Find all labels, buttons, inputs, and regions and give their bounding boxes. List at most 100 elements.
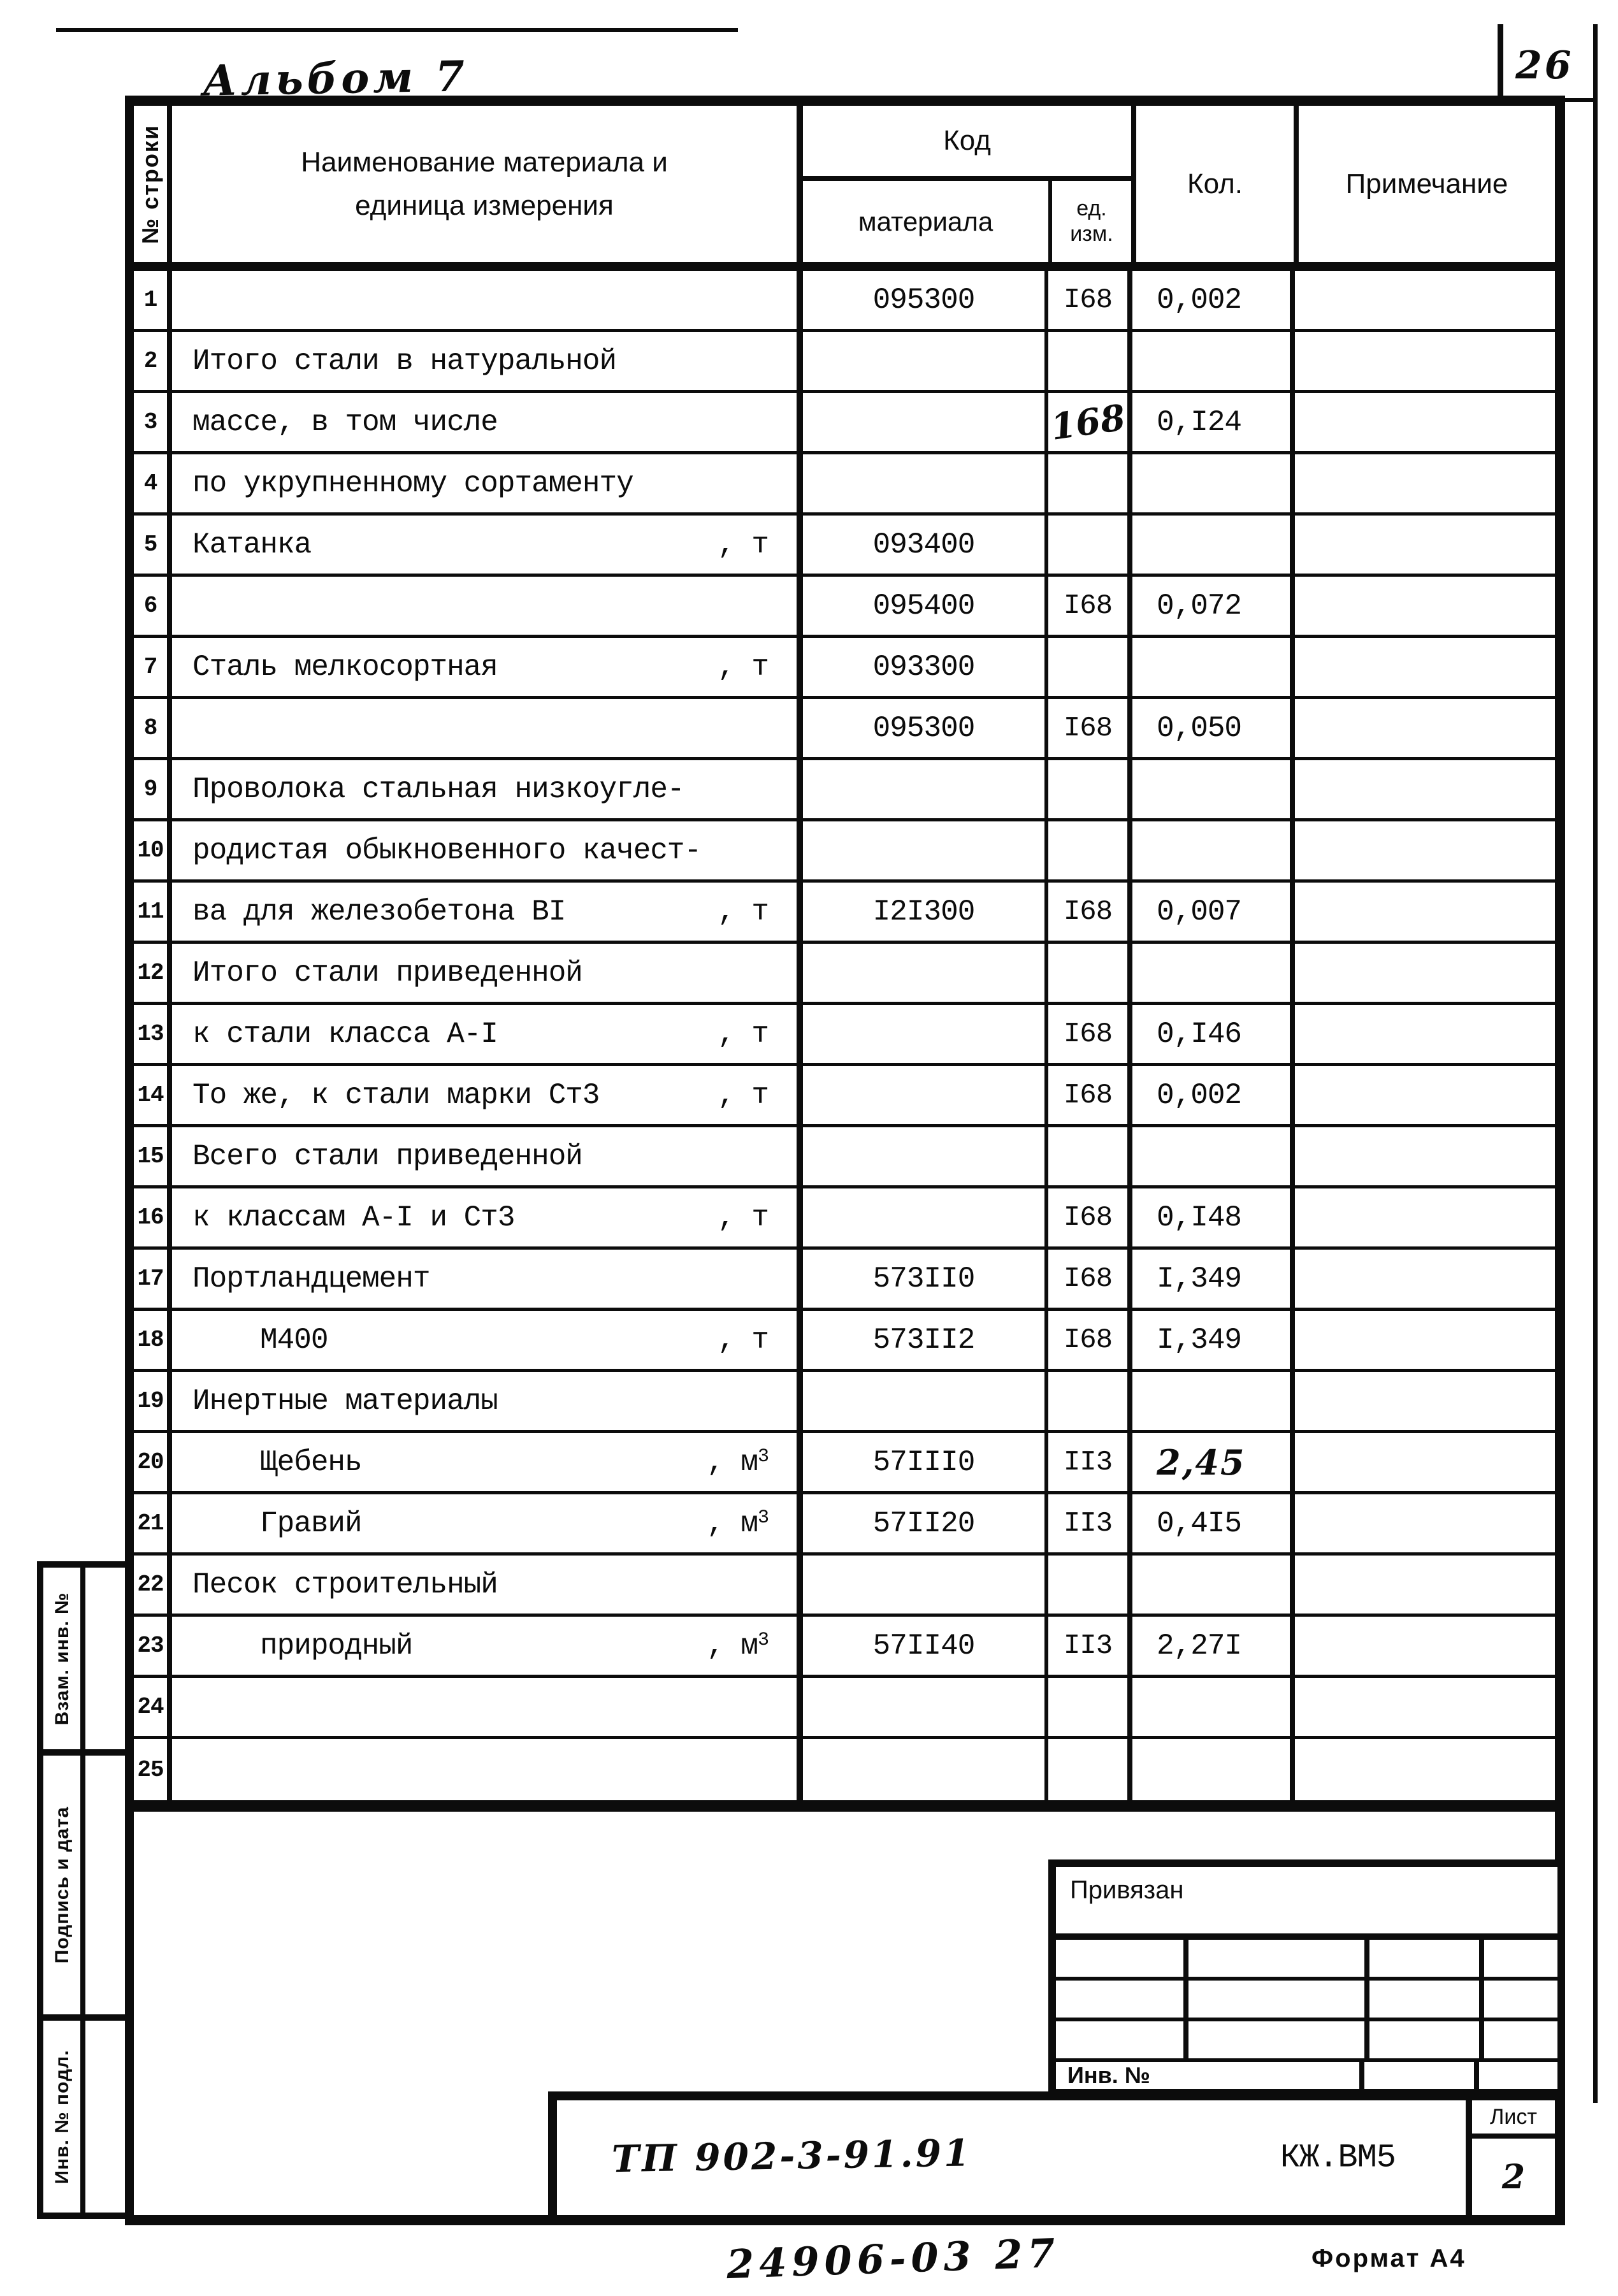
material-code-cell: 095400 — [803, 577, 1048, 635]
stamp-box: ТП 902-3-91.91 КЖ.ВМ5 Лист 2 — [548, 2091, 1565, 2225]
material-code-cell — [803, 332, 1048, 390]
unit-cell: 168 — [1048, 393, 1132, 451]
table-row: 23 природный , м3 57II40 II3 2,27I — [134, 1617, 1555, 1678]
sidebar-cell-vzam: Взам. инв. № — [37, 1561, 133, 1749]
table-row: 10 родистая обыкновенного качест- — [134, 821, 1555, 883]
note-cell — [1295, 1556, 1555, 1614]
unit-cell: I68 — [1048, 1188, 1132, 1246]
lower-left-border — [125, 1812, 134, 2225]
unit-cell: I68 — [1048, 699, 1132, 757]
unit-suffix-text: , м — [707, 1629, 758, 1663]
row-number-cell: 21 — [134, 1494, 172, 1552]
right-connector — [1555, 1812, 1565, 1863]
sidebar-label-vzam: Взам. инв. № — [52, 1592, 73, 1725]
note-cell — [1295, 1433, 1555, 1491]
note-cell — [1295, 699, 1555, 757]
title-grid-cell — [1188, 1981, 1369, 2018]
unit-suffix-text: , м — [707, 1445, 758, 1479]
table-row: 13 к стали класса А-I , т I68 0,I46 — [134, 1005, 1555, 1066]
material-name-cell: Катанка , т — [172, 516, 803, 574]
title-grid-cell — [1188, 1940, 1369, 1977]
title-grid-cell — [1369, 1981, 1484, 2018]
row-number-cell: 20 — [134, 1433, 172, 1491]
note-cell — [1295, 1311, 1555, 1369]
material-code-cell: 57II20 — [803, 1494, 1048, 1552]
material-name: Песок строительный — [192, 1568, 498, 1601]
material-name-cell: Портландцемент — [172, 1250, 803, 1308]
unit-cell — [1048, 1739, 1132, 1800]
unit-value: I68 — [1063, 284, 1113, 316]
unit-cell — [1048, 944, 1132, 1002]
material-name-cell: Песок строительный — [172, 1556, 803, 1614]
unit-cell: II3 — [1048, 1433, 1132, 1491]
title-grid-row — [1056, 1981, 1557, 2021]
row-number-cell: 7 — [134, 638, 172, 696]
quantity-cell: 0,I48 — [1132, 1188, 1295, 1246]
material-name: Всего стали приведенной — [192, 1139, 583, 1173]
quantity-cell — [1132, 516, 1295, 574]
table-row: 12 Итого стали приведенной — [134, 944, 1555, 1005]
material-name-cell: Итого стали приведенной — [172, 944, 803, 1002]
privyazan-box: Привязан — [1056, 1867, 1557, 1940]
row-number-label: № строки — [137, 124, 163, 244]
material-code-cell — [803, 393, 1048, 451]
unit-value: II3 — [1063, 1629, 1113, 1662]
material-name-cell: Щебень , м3 — [172, 1433, 803, 1491]
unit-suffix-text: , т — [718, 895, 769, 928]
material-name: Гравий — [260, 1506, 363, 1540]
unit-cell: II3 — [1048, 1617, 1132, 1675]
materials-table: № строки Наименование материала и единиц… — [125, 96, 1565, 1812]
note-cell — [1295, 1739, 1555, 1800]
header-name-line2: единица измерения — [355, 189, 614, 221]
material-name: Щебень — [260, 1445, 363, 1479]
material-name-cell: Гравий , м3 — [172, 1494, 803, 1552]
material-code-cell: 573II0 — [803, 1250, 1048, 1308]
material-name-cell: родистая обыкновенного качест- — [172, 821, 803, 879]
quantity-cell — [1132, 638, 1295, 696]
sidebar-cell-podpis: Подпись и дата — [37, 1749, 133, 2014]
title-grid-cell — [1484, 1981, 1557, 2018]
header-unit: ед. изм. — [1052, 181, 1131, 262]
material-code-cell: 093400 — [803, 516, 1048, 574]
material-name: к стали класса А-I — [192, 1017, 498, 1051]
unit-cell — [1048, 332, 1132, 390]
row-number-cell: 5 — [134, 516, 172, 574]
privyazan-label: Привязан — [1070, 1876, 1184, 1904]
quantity-cell: 0,072 — [1132, 577, 1295, 635]
unit-cell: I68 — [1048, 883, 1132, 941]
sidebar-cell-inv-podl: Инв. № подл. — [37, 2014, 133, 2219]
sidebar-divider — [80, 2021, 85, 2213]
material-code-cell — [803, 944, 1048, 1002]
unit-value: I68 — [1063, 589, 1113, 622]
row-number-cell: 4 — [134, 454, 172, 512]
title-grid-cell — [1369, 2021, 1484, 2058]
sidebar: Взам. инв. № Подпись и дата Инв. № подл. — [37, 1561, 133, 2219]
table-row: 8 095300 I68 0,050 — [134, 699, 1555, 760]
row-number-cell: 2 — [134, 332, 172, 390]
note-cell — [1295, 760, 1555, 818]
row-number-cell: 22 — [134, 1556, 172, 1614]
material-name: То же, к стали марки Ст3 — [192, 1078, 600, 1112]
unit-cell — [1048, 821, 1132, 879]
material-code-cell: 57III0 — [803, 1433, 1048, 1491]
title-grid-cell — [1188, 2021, 1369, 2058]
material-code-cell — [803, 1005, 1048, 1063]
note-cell — [1295, 944, 1555, 1002]
unit-suffix-text: , т — [718, 1323, 769, 1357]
material-name-cell: То же, к стали марки Ст3 , т — [172, 1066, 803, 1124]
note-cell — [1295, 516, 1555, 574]
note-cell — [1295, 1066, 1555, 1124]
unit-value: I68 — [1063, 1018, 1113, 1050]
unit-suffix: , т — [718, 528, 769, 561]
table-row: 7 Сталь мелкосортная , т 093300 — [134, 638, 1555, 699]
unit-suffix: , м3 — [707, 1629, 769, 1663]
quantity-cell — [1132, 454, 1295, 512]
unit-suffix-text: , т — [718, 650, 769, 684]
header-note: Примечание — [1345, 168, 1508, 199]
quantity-cell — [1132, 1739, 1295, 1800]
title-grid-cell — [1369, 1940, 1484, 1977]
material-name-cell: природный , м3 — [172, 1617, 803, 1675]
note-cell — [1295, 1678, 1555, 1736]
unit-cell — [1048, 454, 1132, 512]
page-right-border — [1593, 24, 1598, 2103]
